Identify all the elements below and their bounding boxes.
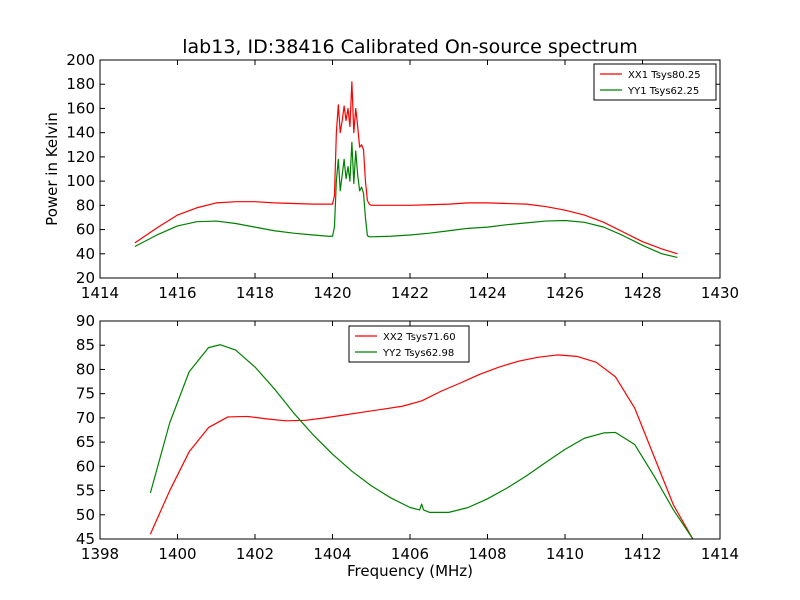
x-tick-label: 1430: [701, 284, 739, 302]
x-tick-label: 1426: [546, 284, 584, 302]
x-axis-label: Frequency (MHz): [347, 562, 473, 580]
x-tick-label: 1420: [313, 284, 351, 302]
y-tick-label: 80: [76, 196, 95, 214]
x-tick-label: 1416: [158, 284, 196, 302]
x-tick-label: 1408: [468, 545, 506, 563]
y-tick-label: 160: [66, 99, 95, 117]
x-tick-label: 1414: [81, 284, 119, 302]
y-tick-label: 75: [76, 385, 95, 403]
series-line-2: [149, 344, 694, 540]
y-tick-label: 120: [66, 148, 95, 166]
y-tick-label: 140: [66, 124, 95, 142]
legend-label-2: YY2 Tsys62.98: [382, 348, 454, 359]
y-axis-label: Power in Kelvin: [43, 112, 61, 226]
series-line-1: [149, 354, 694, 540]
y-tick-label: 45: [76, 530, 95, 548]
y-tick-label: 20: [76, 269, 95, 287]
y-tick-label: 200: [66, 51, 95, 69]
y-tick-label: 55: [76, 482, 95, 500]
x-tick-label: 1428: [623, 284, 661, 302]
legend-box: [593, 63, 717, 101]
y-tick-label: 50: [76, 506, 95, 524]
x-tick-label: 1410: [546, 545, 584, 563]
legend-label-1: XX1 Tsys80.25: [628, 70, 701, 81]
y-tick-label: 40: [76, 245, 95, 263]
y-tick-label: 60: [76, 221, 95, 239]
chart-title: lab13, ID:38416 Calibrated On-source spe…: [182, 36, 637, 58]
x-tick-label: 1406: [391, 545, 429, 563]
x-tick-label: 1422: [391, 284, 429, 302]
series-line-1: [134, 81, 678, 255]
x-tick-label: 1404: [313, 545, 351, 563]
x-tick-label: 1414: [701, 545, 739, 563]
y-tick-label: 100: [66, 172, 95, 190]
x-tick-label: 1402: [236, 545, 274, 563]
y-tick-label: 90: [76, 312, 95, 330]
bottom-plot: 1398 1400 1402 1404 1406 1408 1410 1412 1414 45 50…: [76, 312, 739, 580]
y-tick-label: 70: [76, 409, 95, 427]
x-tick-label: 1418: [236, 284, 274, 302]
top-plot: 1414 1416 1418 1420 1422 1424 1426 1428 1430 20 40…: [43, 51, 739, 302]
y-tick-label: 60: [76, 457, 95, 475]
y-tick-label: 80: [76, 360, 95, 378]
y-tick-label: 180: [66, 75, 95, 93]
series-line-2: [134, 141, 678, 258]
y-tick-label: 65: [76, 433, 95, 451]
x-tick-label: 1424: [468, 284, 506, 302]
legend-label-2: YY1 Tsys62.25: [627, 86, 699, 97]
legend-label-1: XX2 Tsys71.60: [383, 332, 456, 343]
x-tick-label: 1400: [158, 545, 196, 563]
y-tick-label: 85: [76, 336, 95, 354]
x-tick-label: 1398: [81, 545, 119, 563]
legend-box: [348, 325, 470, 363]
x-tick-label: 1412: [623, 545, 661, 563]
